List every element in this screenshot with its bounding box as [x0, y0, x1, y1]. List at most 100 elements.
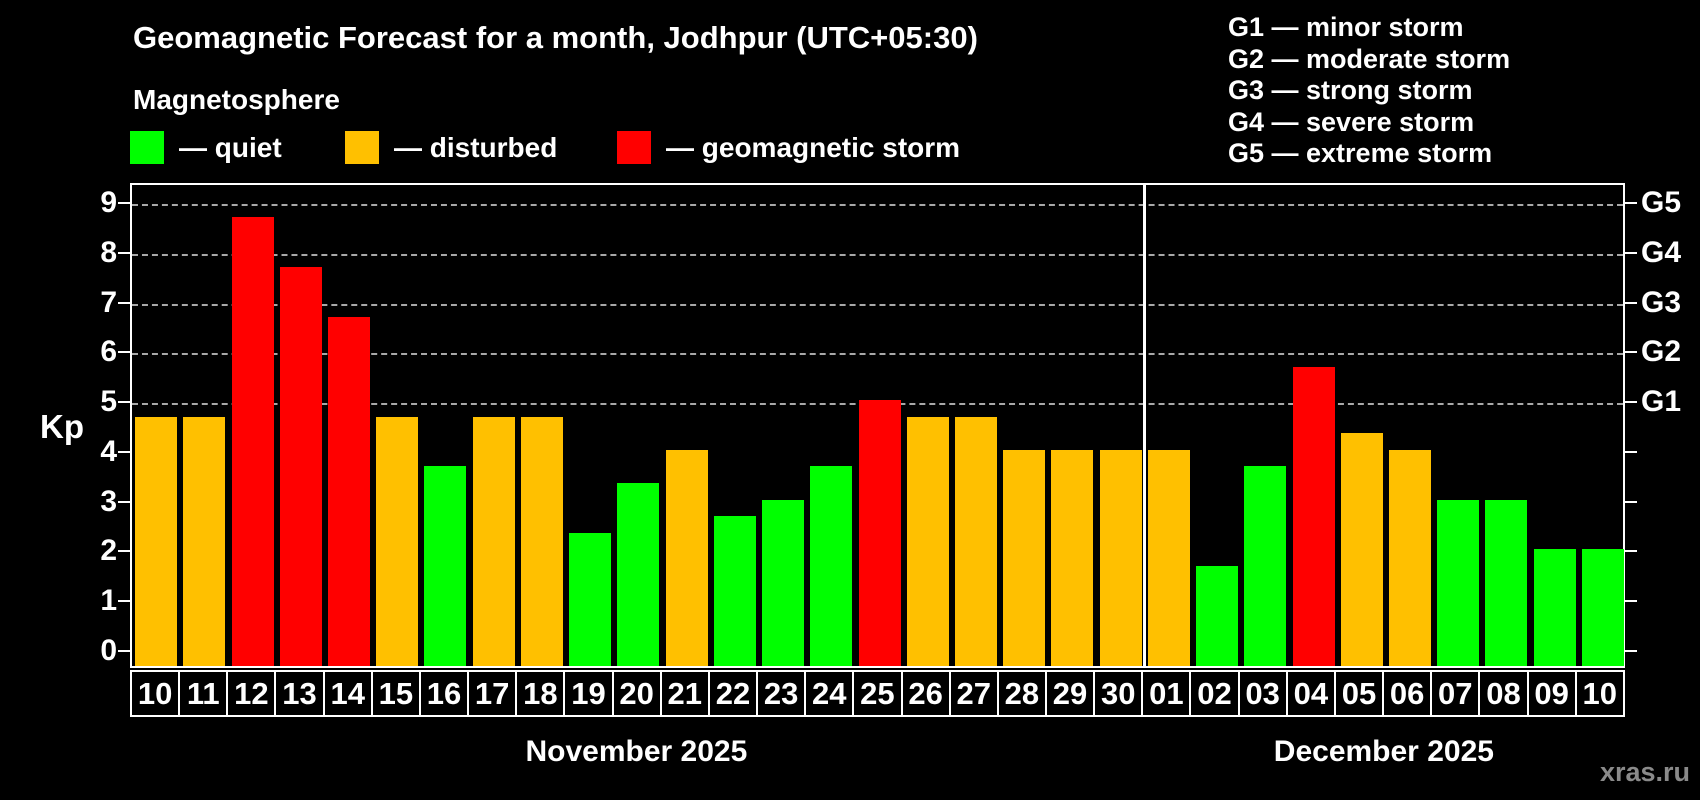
kp-bar-nov-30: [1099, 449, 1142, 666]
gridline-g4: [132, 253, 1623, 256]
day-cell-dec-09: 09: [1526, 672, 1575, 715]
kp-bar-nov-19: [569, 533, 612, 666]
month-divider-line: [1143, 185, 1147, 666]
y-axis-tick-right-9: [1625, 201, 1637, 204]
y-axis-tick-right-6: [1625, 351, 1637, 354]
kp-bar-dec-01: [1147, 449, 1190, 666]
kp-bar-nov-29: [1051, 449, 1094, 666]
kp-bar-nov-18: [520, 416, 563, 666]
g-legend-g3: G3 — strong storm: [1228, 75, 1473, 105]
kp-bar-nov-10: [135, 416, 178, 666]
legend-label-disturbed: — disturbed: [394, 131, 558, 163]
right-axis-label-g3: G3: [1641, 285, 1682, 319]
day-cell-nov-21: 21: [659, 672, 708, 715]
kp-bar-nov-25: [858, 400, 901, 666]
kp-bar-dec-08: [1485, 499, 1528, 666]
kp-bar-nov-26: [906, 416, 949, 666]
y-axis-tick-left-8: [118, 251, 130, 254]
day-cell-nov-20: 20: [611, 672, 660, 715]
status-legend: — quiet — disturbed — geomagnetic storm: [130, 131, 1080, 169]
y-axis-tick-right-5: [1625, 401, 1637, 404]
day-cell-nov-30: 30: [1093, 672, 1141, 715]
day-cell-dec-07: 07: [1430, 672, 1478, 715]
day-cell-dec-03: 03: [1237, 672, 1286, 715]
watermark: xras.ru: [1599, 757, 1690, 787]
day-cell-nov-16: 16: [418, 672, 467, 715]
kp-bar-nov-13: [279, 267, 322, 666]
day-cell-dec-08: 08: [1478, 672, 1526, 715]
day-cell-nov-11: 11: [178, 672, 226, 715]
g-legend-g5: G5 — extreme storm: [1228, 138, 1493, 168]
day-cell-nov-18: 18: [515, 672, 563, 715]
kp-bar-dec-02: [1196, 565, 1239, 666]
day-cell-dec-04: 04: [1285, 672, 1334, 715]
day-cell-nov-10: 10: [137, 675, 173, 711]
gridline-g3: [132, 303, 1623, 306]
y-axis-tick-left-6: [118, 351, 130, 354]
kp-bar-dec-04: [1292, 366, 1335, 666]
month-label-december: December 2025: [1273, 735, 1494, 768]
kp-bar-nov-11: [183, 416, 226, 666]
day-cell-nov-13: 13: [274, 672, 322, 715]
day-cell-nov-28: 28: [996, 672, 1045, 715]
right-axis-label-g1: G1: [1641, 385, 1682, 419]
kp-bar-nov-27: [954, 416, 997, 666]
y-axis-title: Kp: [40, 408, 84, 445]
day-cell-dec-06: 06: [1382, 672, 1430, 715]
y-axis-tick-left-7: [118, 301, 130, 304]
y-axis-label-0: 0: [100, 634, 117, 668]
y-axis-label-4: 4: [100, 434, 117, 468]
y-axis-label-6: 6: [100, 335, 117, 369]
y-axis-tick-left-0: [118, 650, 130, 653]
kp-bar-nov-28: [1003, 449, 1046, 666]
day-cell-nov-25: 25: [852, 672, 900, 715]
y-axis-tick-right-4: [1625, 450, 1637, 453]
day-cell-nov-15: 15: [370, 672, 419, 715]
disturbed-swatch: [345, 131, 379, 164]
day-cell-nov-27: 27: [948, 672, 997, 715]
quiet-swatch: [130, 131, 164, 164]
y-axis-tick-right-8: [1625, 251, 1637, 254]
kp-bar-nov-14: [328, 316, 371, 666]
y-axis-label-1: 1: [100, 584, 117, 618]
day-cell-nov-14: 14: [322, 672, 371, 715]
y-axis-label-7: 7: [100, 285, 117, 319]
legend-item-storm: — geomagnetic storm: [617, 131, 960, 164]
gridline-g5: [132, 203, 1623, 206]
plot-area: [130, 183, 1625, 668]
y-axis-tick-right-7: [1625, 301, 1637, 304]
day-cell-nov-12: 12: [226, 672, 274, 715]
day-cell-dec-02: 02: [1189, 672, 1237, 715]
kp-bar-nov-15: [376, 416, 419, 666]
g-legend-g2: G2 — moderate storm: [1228, 43, 1511, 74]
kp-bar-nov-21: [665, 449, 708, 666]
kp-bar-nov-22: [713, 516, 756, 666]
day-cell-nov-19: 19: [563, 672, 611, 715]
right-axis-label-g4: G4: [1641, 235, 1682, 269]
y-axis-tick-left-1: [118, 600, 130, 603]
y-axis-tick-right-3: [1625, 500, 1637, 503]
day-cell-nov-17: 17: [467, 672, 515, 715]
y-axis-label-3: 3: [100, 484, 117, 518]
day-cell-dec-01: 01: [1141, 672, 1189, 715]
kp-bar-dec-06: [1388, 449, 1431, 666]
kp-bar-nov-12: [231, 217, 274, 666]
day-axis-row: 10 11 12 13 14 15 16 17 18 19 20 21 22 23 24 25 26 27 28 29…: [130, 670, 1625, 717]
y-axis-label-8: 8: [100, 235, 117, 269]
g-legend-g1: G1 — minor storm: [1228, 12, 1464, 42]
legend-item-disturbed: — disturbed: [345, 131, 557, 164]
storm-swatch: [617, 131, 651, 164]
y-axis-tick-left-9: [118, 201, 130, 204]
legend-label-storm: — geomagnetic storm: [666, 131, 961, 163]
y-axis-tick-right-0: [1625, 650, 1637, 653]
g-scale-legend: G1 — minor storm G2 — moderate storm G3 — …: [1228, 12, 1510, 170]
y-axis-label-5: 5: [100, 385, 117, 419]
kp-bar-nov-17: [472, 416, 515, 666]
kp-bar-nov-20: [617, 483, 660, 666]
y-axis-tick-right-1: [1625, 600, 1637, 603]
gridline-g2: [132, 353, 1623, 356]
kp-bar-nov-16: [424, 466, 467, 666]
day-cell-dec-05: 05: [1333, 672, 1382, 715]
day-cell-nov-22: 22: [707, 672, 756, 715]
